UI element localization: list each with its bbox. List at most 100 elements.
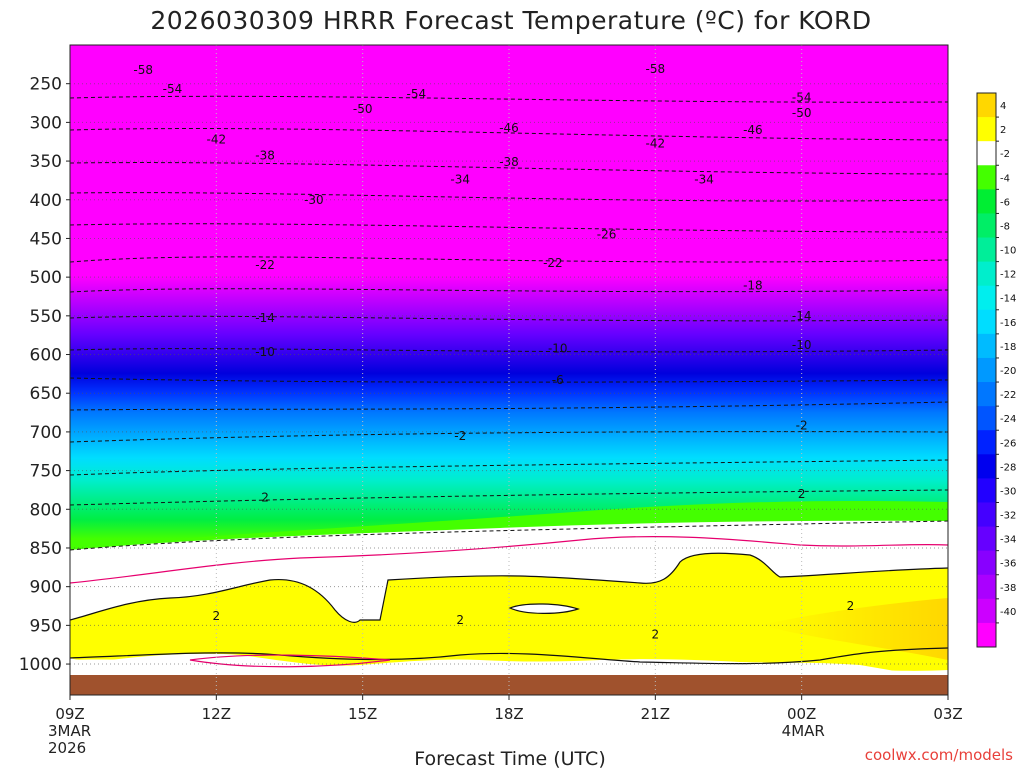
isotherm-label: -38 [255,149,275,163]
colorbar-label: -28 [1000,462,1016,473]
y-tick-label: 700 [30,423,62,443]
isotherm-line [70,315,948,322]
isotherm-label: -22 [543,256,563,270]
colorbar-label: 4 [1000,101,1006,112]
colorbar-label: -14 [1000,294,1016,305]
zero-isotherm-line [70,536,948,584]
fill-gold-patch [760,598,948,660]
isotherm-label: 2 [652,628,660,642]
x-tick-label: 03Z [933,705,962,723]
y-tick-label: 850 [30,539,62,559]
x-tick-label: 09Z [55,705,84,723]
x-tick-label: 18Z [494,705,523,723]
y-tick-label: 650 [30,384,62,404]
isotherm-line [70,401,948,411]
colorbar-swatch [977,478,996,503]
x-tick-sublabel: 4MAR [782,722,825,740]
colorbar-swatch [977,93,996,118]
y-tick-label: 450 [30,229,62,249]
grid [70,45,948,695]
colorbar-border [976,92,997,648]
colorbar-label: -12 [1000,270,1016,281]
x-tick-label: 21Z [641,705,670,723]
x-axis-title: Forecast Time (UTC) [414,748,605,768]
y-tick-label: 550 [30,307,62,327]
y-tick-label: 950 [30,616,62,636]
isotherm-label: -46 [499,121,519,135]
isotherm-line [70,223,948,233]
isotherm-label: -30 [304,193,324,207]
colorbar-label: -38 [1000,583,1016,594]
isotherm-labels: -58 -58-54 -54 -54-50 -50-46 -46-42 -42-38 -38-… [133,62,855,642]
isotherm-label: -54 [407,87,427,101]
colorbar-swatch [977,598,996,624]
isotherm-label: -46 [743,123,763,137]
isotherm-label: -2 [796,419,808,433]
colorbar-label: -8 [1000,221,1010,232]
isotherm-label: -54 [163,82,183,96]
isotherm-line [70,95,948,103]
colorbar-label: -36 [1000,559,1016,570]
isotherm-label: 2 [847,599,855,613]
credit-text: coolwx.com/models [865,746,1013,764]
colorbar: 4 2 -2 -4 -6 -8 -10 -12 -14 -16 -18 -20 -22 -24 -26 -28… [976,92,1016,648]
isotherm-label: 2 [456,613,464,627]
y-axis: 250 300 350 400 450 500 550 600 650 700 750 800 850 9… [19,75,70,675]
colorbar-label: -40 [1000,607,1016,618]
fill-surface-white [70,659,948,675]
colorbar-label: -4 [1000,173,1010,184]
x-tick-sublabel: 3MAR [48,722,91,740]
y-tick-label: 1000 [19,655,62,675]
y-tick-label: 350 [30,152,62,172]
isotherm-line-minus2 [70,520,948,551]
isotherm-label: -6 [552,373,564,387]
isotherms-solid [70,552,948,665]
isotherm-line [70,128,948,141]
isotherm-line [70,459,948,476]
isotherm-label: -26 [597,228,617,242]
zero-degree-lines [70,536,948,668]
isotherm-label: -34 [694,173,714,187]
colorbar-swatch [977,502,996,528]
isotherm-label: -38 [499,155,519,169]
x-tick-label: 00Z [787,705,816,723]
colorbar-label: 2 [1000,125,1006,136]
isotherm-label: -34 [450,173,470,187]
zero-isotherm-loop [189,654,391,668]
isotherm-line-2-pocket [508,603,580,614]
isotherm-label: -14 [255,311,275,325]
isotherm-line [70,489,948,506]
colorbar-label: -32 [1000,511,1016,522]
y-tick-label: 900 [30,578,62,598]
isotherm-line [70,162,948,175]
colorbar-swatch [977,622,996,648]
isotherm-line [70,377,948,383]
y-tick-label: 400 [30,191,62,211]
isotherm-label: -22 [255,258,275,272]
isotherm-line [70,256,948,263]
colorbar-swatch [977,406,996,431]
colorbar-swatch [977,430,996,455]
chart-title: 2026030309 HRRR Forecast Temperature (ºC… [150,6,871,35]
colorbar-swatch [977,382,996,407]
y-tick-label: 500 [30,268,62,288]
isotherm-label: -10 [792,338,812,352]
x-tick-label: 12Z [202,705,231,723]
isotherm-label: -50 [792,106,812,120]
y-tick-label: 600 [30,346,62,366]
x-tick-label: 15Z [348,705,377,723]
isotherm-line-2 [70,647,948,665]
isotherm-label: -10 [548,341,568,355]
colorbar-label: -16 [1000,318,1016,329]
isotherm-line [70,192,948,202]
isotherm-label: -42 [646,136,666,150]
colorbar-swatch [977,213,996,239]
colorbar-label: -26 [1000,438,1016,449]
isotherm-label: -10 [255,345,275,359]
colorbar-label: -24 [1000,414,1016,425]
colorbar-swatch [977,189,996,214]
colorbar-swatch [977,285,996,311]
colorbar-swatch [977,237,996,263]
